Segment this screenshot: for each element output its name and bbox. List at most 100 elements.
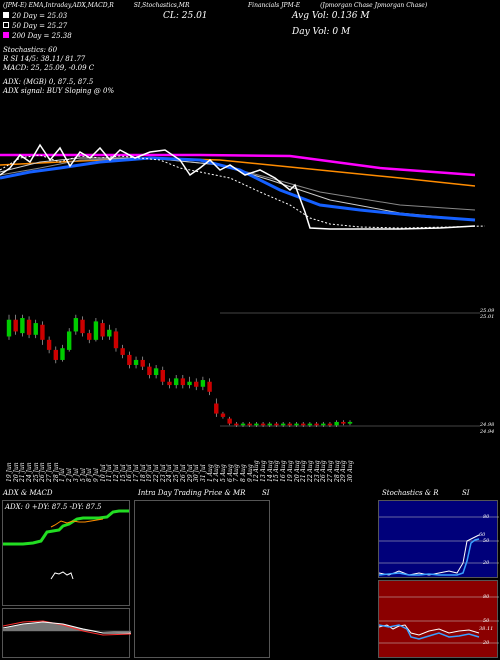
candle-body — [53, 349, 59, 360]
adx-panel: ADX: 0 +DY: 87.5 -DY: 87.5 — [2, 500, 130, 606]
date-tick-label: 3 Jul — [72, 468, 80, 482]
stochastics-plot — [379, 516, 499, 576]
candle-body — [147, 366, 152, 376]
rsi-scale-80: 80 — [483, 594, 490, 600]
price-line — [0, 143, 476, 230]
legend-ema200: 200 Day = 25.38 — [3, 32, 72, 40]
candle-body — [220, 413, 226, 417]
stoch-scale-20: 20 — [483, 560, 490, 566]
candle-body — [87, 333, 92, 340]
candle-body — [247, 423, 252, 426]
price-axis-label: 25.09 — [480, 308, 495, 314]
price-axis-label: 25.01 — [480, 314, 495, 320]
close-label: CL: 25.01 — [163, 11, 208, 21]
candle-body — [307, 423, 313, 426]
candle-body — [33, 323, 38, 335]
intraday-panel-title: Intra Day Trading Price & MR — [138, 489, 246, 497]
header-top-line-right: Financials JPM-E (Jpmorgan Chase Jpmorga… — [248, 2, 428, 9]
candle-body — [321, 423, 326, 426]
candle-body — [207, 381, 212, 392]
candle-body — [227, 418, 232, 424]
candle-body — [160, 370, 165, 382]
stoch-panel-title: Stochastics & R — [382, 489, 439, 497]
rsi-line: R SI 14/5: 38.11/ 81.77 — [3, 55, 86, 63]
candle-body — [107, 329, 112, 337]
ema20-line — [0, 154, 486, 229]
adx-line: ADX: (MGB) 0, 87.5, 87.5 — [3, 78, 94, 86]
ema50-line — [0, 156, 476, 222]
price-axis-label: 24.98 — [480, 422, 495, 428]
candle-body — [167, 381, 172, 386]
adx-panel-title: ADX & MACD — [3, 489, 53, 497]
candle-body — [341, 421, 346, 424]
intraday-panel — [134, 500, 270, 658]
candle-body — [327, 423, 333, 426]
candle-body — [133, 359, 139, 365]
candle-body — [153, 368, 159, 376]
rsi-scale-50: 50 — [483, 618, 490, 624]
candle-body — [300, 423, 306, 426]
date-tick-label: 17 Jul — [133, 464, 141, 482]
candle-body — [260, 423, 266, 426]
date-tick-label: 12 Jul — [112, 464, 120, 482]
date-tick-label: 9 Jul — [92, 468, 100, 482]
rsi-value: 38.11 — [479, 626, 494, 632]
date-tick-label: 8 Aug — [240, 464, 248, 482]
ema200-line — [0, 153, 476, 177]
adx-signal-line: ADX signal: BUY Sloping @ 0% — [3, 87, 115, 95]
candle-body — [240, 423, 246, 426]
candle-body — [66, 331, 72, 350]
date-tick-label: 24 Jun — [26, 462, 34, 482]
rsi-plot — [379, 596, 499, 644]
candle-body — [6, 319, 12, 337]
candle-body — [113, 331, 119, 349]
candle-body — [334, 421, 339, 426]
stoch-scale-80: 80 — [483, 514, 490, 520]
candle-body — [294, 423, 299, 426]
candle-body — [280, 423, 286, 426]
macd-line: MACD: 25, 25.09, -0.09 C — [3, 64, 95, 72]
ema-orange-line — [0, 157, 476, 187]
legend-ema20: 20 Day = 25.03 — [3, 12, 67, 20]
candle-body — [80, 319, 85, 334]
avg-vol-label: Avg Vol: 0.136 M — [292, 11, 370, 21]
candle-body — [194, 381, 199, 387]
date-tick-label: 26 Jul — [179, 464, 187, 482]
legend-ema50: 50 Day = 25.27 — [3, 22, 67, 30]
date-tick-label: 30 Aug — [347, 460, 354, 482]
stoch-scale-50: 50 — [483, 538, 490, 544]
candle-body — [347, 421, 353, 424]
date-tick-label: 31 Jul — [199, 464, 207, 482]
candle-body — [20, 318, 25, 334]
date-tick-label: 19 Aug — [286, 460, 294, 482]
candle-body — [267, 423, 272, 426]
date-tick-label: 27 Aug — [326, 460, 334, 482]
macd-plot — [3, 620, 131, 636]
price-axis-label: 24.94 — [480, 429, 495, 435]
candle-body — [187, 381, 192, 386]
candle-body — [120, 348, 125, 355]
candle-body — [173, 378, 179, 386]
candle-body — [140, 359, 145, 367]
stochastics-panel: 80 50 20 60 — [378, 500, 499, 578]
main-price-chart — [0, 143, 486, 427]
candle-body — [26, 319, 32, 335]
candle-body — [127, 354, 132, 365]
rsi-scale-20: 20 — [483, 640, 490, 646]
stoch-value: 60 — [479, 532, 486, 538]
stoch-panel-si: SI — [462, 489, 470, 497]
candle-body — [60, 348, 65, 360]
candle-body — [214, 403, 219, 414]
date-tick-label: 22 Aug — [306, 460, 314, 482]
candle-body — [274, 423, 279, 426]
candle-body — [40, 324, 45, 340]
day-vol-label: Day Vol: 0 M — [292, 27, 351, 37]
intraday-panel-si: SI — [262, 489, 270, 497]
candle-body — [13, 319, 18, 332]
candle-body — [46, 339, 52, 350]
candle-body — [180, 378, 186, 386]
macd-panel — [2, 608, 131, 658]
candle-body — [93, 321, 99, 340]
rsi-panel: 80 50 20 38.11 — [378, 580, 499, 658]
header-top-line: (JPM-E) EMA,Intraday,ADX,MACD,R SI,Stoch… — [3, 2, 190, 9]
